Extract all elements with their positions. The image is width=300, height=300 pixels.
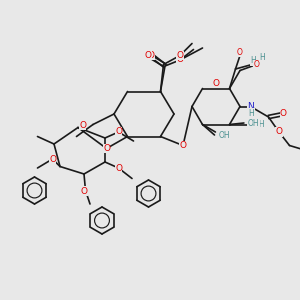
Text: O: O xyxy=(212,79,220,88)
Text: OH: OH xyxy=(254,120,266,129)
Text: OH: OH xyxy=(248,118,259,127)
Text: OH: OH xyxy=(219,130,231,140)
Text: O: O xyxy=(179,141,187,150)
Text: O: O xyxy=(176,51,184,60)
Text: O: O xyxy=(79,121,86,130)
Text: O: O xyxy=(148,51,155,60)
Text: O: O xyxy=(176,56,184,64)
Text: H: H xyxy=(260,52,266,62)
Text: O: O xyxy=(115,128,122,136)
Text: O: O xyxy=(237,48,243,57)
Text: O: O xyxy=(80,187,88,196)
Text: O: O xyxy=(275,128,283,136)
Text: O: O xyxy=(145,51,152,60)
Text: O: O xyxy=(115,164,122,172)
Text: O: O xyxy=(254,60,260,69)
Text: H: H xyxy=(248,109,254,118)
Text: O: O xyxy=(49,155,56,164)
Text: N: N xyxy=(247,102,254,111)
Text: H: H xyxy=(250,56,256,65)
Text: O: O xyxy=(103,144,110,153)
Text: O: O xyxy=(280,110,287,118)
Text: OH: OH xyxy=(219,133,231,142)
